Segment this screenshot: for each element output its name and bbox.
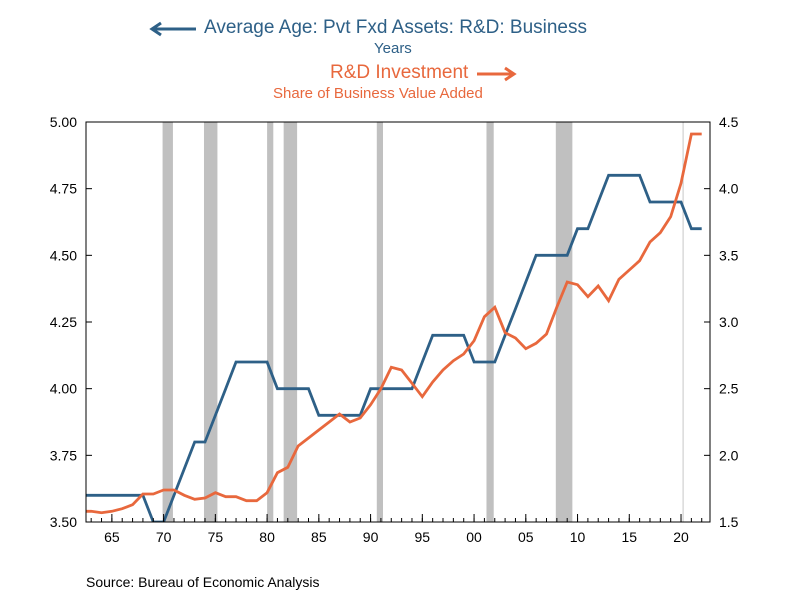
legend-arrows (149, 21, 517, 82)
recession-band-1 (203, 122, 218, 522)
x-tick-label: 65 (104, 529, 120, 545)
x-tick-label: 95 (415, 529, 431, 545)
x-tick-label: 10 (570, 529, 586, 545)
x-tick-label: 90 (363, 529, 379, 545)
right-y-tick-label: 4.5 (719, 114, 739, 130)
series-line-average-age (86, 173, 702, 522)
left-y-tick-label: 3.75 (50, 447, 77, 463)
recession-band-2 (267, 122, 274, 522)
left-y-tick-label: 5.00 (50, 114, 77, 130)
plot-frame (85, 121, 711, 523)
legend-investment-title: R&D Investment (330, 62, 469, 83)
source-note: Source: Bureau of Economic Analysis (86, 574, 320, 590)
recession-band-0 (162, 122, 173, 522)
recession-band-3 (283, 122, 298, 522)
x-tick-label: 05 (518, 529, 534, 545)
right-y-tick-label: 2.5 (719, 381, 739, 397)
left-y-tick-label: 4.75 (50, 181, 77, 197)
x-tick-label: 85 (311, 529, 327, 545)
x-tick-label: 70 (156, 529, 172, 545)
legend-investment-arrow-icon (477, 66, 517, 82)
left-y-tick-label: 4.00 (50, 381, 77, 397)
legend-age-subtitle: Years (374, 40, 412, 57)
x-tick-label: 75 (208, 529, 224, 545)
left-y-tick-label: 4.25 (50, 314, 77, 330)
x-tick-label: 20 (673, 529, 689, 545)
right-y-tick-label: 1.5 (719, 514, 739, 530)
recession-band-6 (555, 122, 573, 522)
legend-age-title: Average Age: Pvt Fxd Assets: R&D: Busine… (204, 17, 587, 38)
x-tick-label: 15 (621, 529, 637, 545)
right-y-tick-label: 2.0 (719, 447, 739, 463)
right-y-tick-label: 3.0 (719, 314, 739, 330)
series-line-rd-investment (86, 132, 702, 515)
legend-age-arrow-icon (149, 21, 196, 37)
left-y-tick-label: 3.50 (50, 514, 77, 530)
legend-investment-subtitle: Share of Business Value Added (273, 85, 483, 102)
left-y-tick-label: 4.50 (50, 247, 77, 263)
chart-legend: Average Age: Pvt Fxd Assets: R&D: Busine… (0, 0, 800, 110)
right-y-tick-label: 4.0 (719, 181, 739, 197)
right-y-tick-label: 3.5 (719, 247, 739, 263)
x-tick-label: 80 (259, 529, 275, 545)
recession-band-5 (486, 122, 494, 522)
x-tick-label: 00 (466, 529, 482, 545)
recession-band-4 (376, 122, 383, 522)
